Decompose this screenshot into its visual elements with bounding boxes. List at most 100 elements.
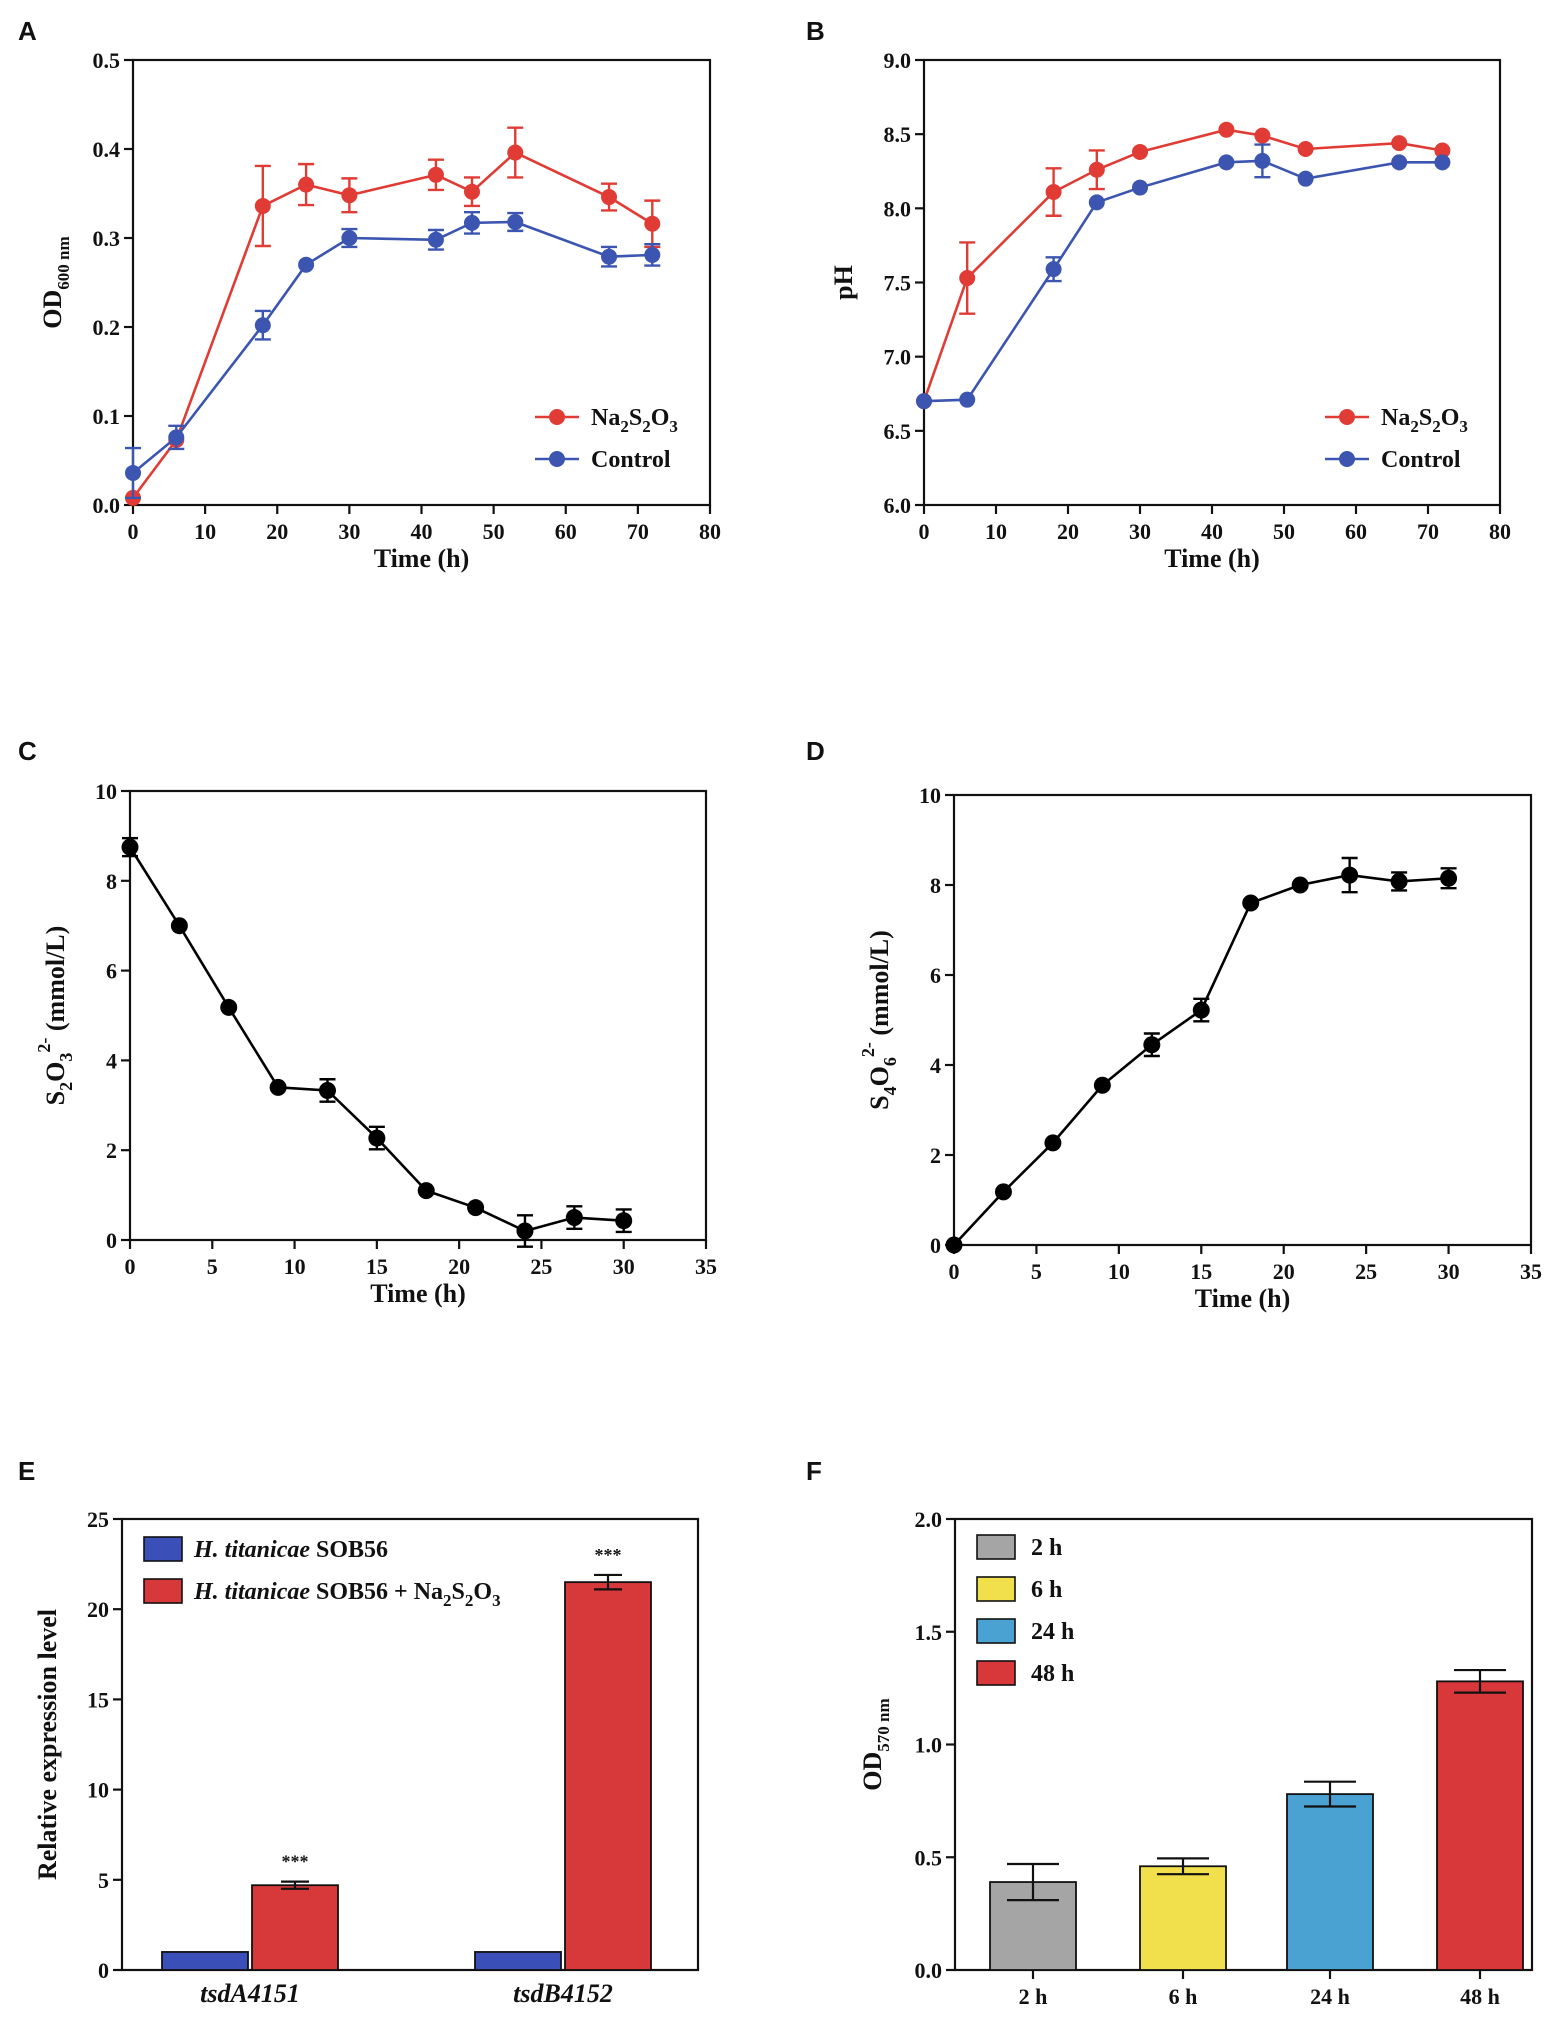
legend-swatch — [976, 1534, 1016, 1560]
y-tick-label: 9.0 — [884, 48, 912, 73]
data-point — [1297, 170, 1314, 187]
text-part: H. titanicae — [193, 1537, 310, 1563]
significance-label: *** — [282, 1852, 309, 1872]
data-point — [170, 917, 188, 935]
x-tick-label: 0 — [128, 519, 139, 544]
series-line — [953, 873, 1449, 1246]
x-tick-label: 35 — [1520, 1259, 1542, 1284]
data-point — [644, 246, 661, 263]
legend-label: Na2S2O3 — [1381, 405, 1468, 436]
x-tick-label: 10 — [1108, 1259, 1130, 1284]
data-point — [916, 393, 932, 410]
x-category-label: 2 h — [1019, 1984, 1048, 2009]
y-tick-label: 20 — [87, 1597, 109, 1622]
text-part: S — [865, 1095, 894, 1109]
y-tick-label: 15 — [87, 1687, 109, 1712]
y-axis-label: pH — [829, 265, 858, 300]
data-point — [463, 183, 480, 200]
data-point — [1218, 121, 1235, 138]
text-part: Control — [1381, 447, 1461, 473]
y-tick-label: 0 — [930, 1233, 941, 1258]
bar — [1286, 1793, 1374, 1971]
y-tick-label: 0.0 — [915, 1958, 943, 1983]
y-tick-label: 6 — [106, 959, 117, 984]
y-tick-label: 2 — [930, 1143, 941, 1168]
plot-frame — [120, 1517, 700, 1972]
legend-label: Control — [1381, 447, 1461, 473]
y-tick-label: 0 — [106, 1228, 117, 1253]
y-tick-label: 4 — [106, 1048, 117, 1073]
x-tick-label: 0 — [125, 1254, 136, 1279]
data-point — [1440, 869, 1458, 887]
data-point — [1045, 184, 1062, 201]
data-point — [417, 1182, 435, 1200]
legend-marker — [1339, 451, 1355, 467]
x-tick-label: 10 — [985, 519, 1007, 544]
bar — [564, 1581, 652, 1971]
text-part: 2 — [443, 1591, 452, 1610]
text-part: O — [41, 1062, 70, 1082]
text-part: (mmol/L) — [41, 926, 70, 1038]
y-tick-label: 6.5 — [884, 419, 912, 444]
data-point — [467, 1199, 485, 1217]
x-tick-label: 10 — [194, 519, 216, 544]
y-tick-label: 2 — [106, 1138, 117, 1163]
text-part: Control — [591, 447, 671, 473]
legend-label: 48 h — [1031, 1661, 1074, 1687]
text-part: H. titanicae — [193, 1579, 310, 1605]
x-tick-label: 20 — [1273, 1259, 1295, 1284]
x-tick-label: 10 — [284, 1254, 306, 1279]
x-tick-label: 25 — [530, 1254, 552, 1279]
data-point — [959, 270, 976, 287]
data-point — [507, 213, 524, 230]
text-part: SOB56 — [310, 1537, 388, 1563]
x-axis-label: Time (h) — [370, 1279, 466, 1308]
x-axis-label: Time (h) — [1195, 1284, 1291, 1313]
text-part: SOB56 + Na — [310, 1579, 443, 1605]
text-part: 3 — [669, 417, 678, 436]
panel-E: E 0 5 10 15 20 25 Relative expression level *** t… — [18, 1456, 700, 2008]
x-tick-label: 30 — [338, 519, 360, 544]
y-tick-label: 6.0 — [884, 493, 912, 518]
series-line — [923, 159, 1443, 403]
text-part: OD — [38, 290, 67, 329]
legend-label: Na2S2O3 — [591, 405, 678, 436]
legend-label: H. titanicae SOB56 — [193, 1537, 388, 1563]
series-line — [131, 151, 653, 499]
text-part: 2 — [465, 1591, 474, 1610]
data-point — [1044, 1134, 1062, 1152]
x-tick-label: 30 — [1129, 519, 1151, 544]
x-tick-label: 70 — [627, 519, 649, 544]
x-tick-label: 20 — [266, 519, 288, 544]
x-tick-label: 40 — [1201, 519, 1223, 544]
x-category-label: 24 h — [1310, 1984, 1350, 2009]
panel-label: B — [806, 16, 825, 46]
panel-F: F 0.0 0.5 1.0 1.5 2.0 OD570 nm 2 h 6 h 24 h 48 h 2 … — [806, 1456, 1534, 2009]
data-point — [1143, 1036, 1161, 1054]
text-part: O — [651, 405, 670, 431]
plot-frame — [952, 793, 1533, 1247]
x-tick-label: 60 — [1345, 519, 1367, 544]
x-tick-label: 60 — [555, 519, 577, 544]
data-point — [516, 1222, 534, 1240]
x-tick-label: 0 — [919, 519, 930, 544]
data-point — [601, 248, 618, 265]
text-part: 3 — [1459, 417, 1468, 436]
x-tick-label: 20 — [1057, 519, 1079, 544]
text-part: S — [629, 405, 642, 431]
y-axis-label: OD600 nm — [38, 236, 73, 328]
y-tick-label: 25 — [87, 1507, 109, 1532]
y-tick-label: 8.5 — [884, 122, 912, 147]
data-point — [298, 256, 315, 273]
y-axis-label: OD570 nm — [858, 1698, 893, 1790]
data-point — [1390, 872, 1408, 890]
text-part: 3 — [492, 1591, 501, 1610]
text-part: Na — [1381, 405, 1410, 431]
y-tick-label: 10 — [919, 783, 941, 808]
text-part: S — [1419, 405, 1432, 431]
bar — [1436, 1680, 1524, 1971]
x-tick-label: 25 — [1355, 1259, 1377, 1284]
legend-label: 6 h — [1031, 1577, 1062, 1603]
data-point — [220, 998, 238, 1016]
data-point — [615, 1212, 633, 1230]
